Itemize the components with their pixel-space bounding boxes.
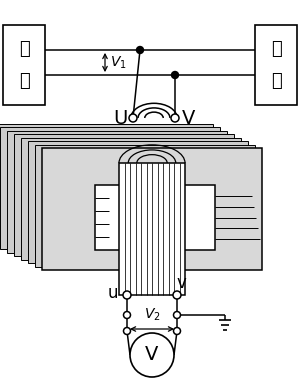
- Bar: [42, 148, 262, 270]
- Text: 荷: 荷: [271, 72, 281, 90]
- Text: V: V: [182, 109, 196, 127]
- Circle shape: [130, 333, 174, 377]
- Bar: [3, 25, 45, 105]
- Bar: [53, 164, 173, 229]
- Text: u: u: [108, 284, 118, 302]
- Circle shape: [172, 72, 178, 79]
- Circle shape: [173, 291, 181, 299]
- Bar: [21, 137, 241, 259]
- Circle shape: [171, 114, 179, 122]
- Text: 負: 負: [271, 40, 281, 58]
- Circle shape: [129, 114, 137, 122]
- Circle shape: [173, 311, 181, 318]
- Bar: [0, 127, 220, 249]
- Bar: [46, 161, 166, 226]
- Text: 電: 電: [19, 40, 29, 58]
- Bar: [74, 174, 194, 239]
- Circle shape: [173, 328, 181, 335]
- Bar: [7, 131, 227, 253]
- Bar: [28, 141, 248, 263]
- Bar: [35, 144, 255, 266]
- Bar: [60, 167, 180, 233]
- Circle shape: [124, 328, 130, 335]
- Bar: [81, 178, 201, 243]
- Text: v: v: [176, 274, 186, 292]
- Text: $V_1$: $V_1$: [110, 54, 127, 71]
- Circle shape: [124, 311, 130, 318]
- Bar: [88, 181, 208, 246]
- Bar: [67, 171, 187, 236]
- Circle shape: [136, 47, 143, 54]
- Text: V: V: [145, 345, 159, 365]
- Bar: [14, 134, 234, 256]
- Circle shape: [123, 291, 131, 299]
- Bar: [95, 185, 215, 250]
- Text: $V_2$: $V_2$: [144, 306, 160, 323]
- Text: 源: 源: [19, 72, 29, 90]
- Bar: [255, 25, 297, 105]
- Bar: [0, 124, 213, 246]
- Text: U: U: [113, 109, 127, 127]
- Bar: [119, 163, 185, 295]
